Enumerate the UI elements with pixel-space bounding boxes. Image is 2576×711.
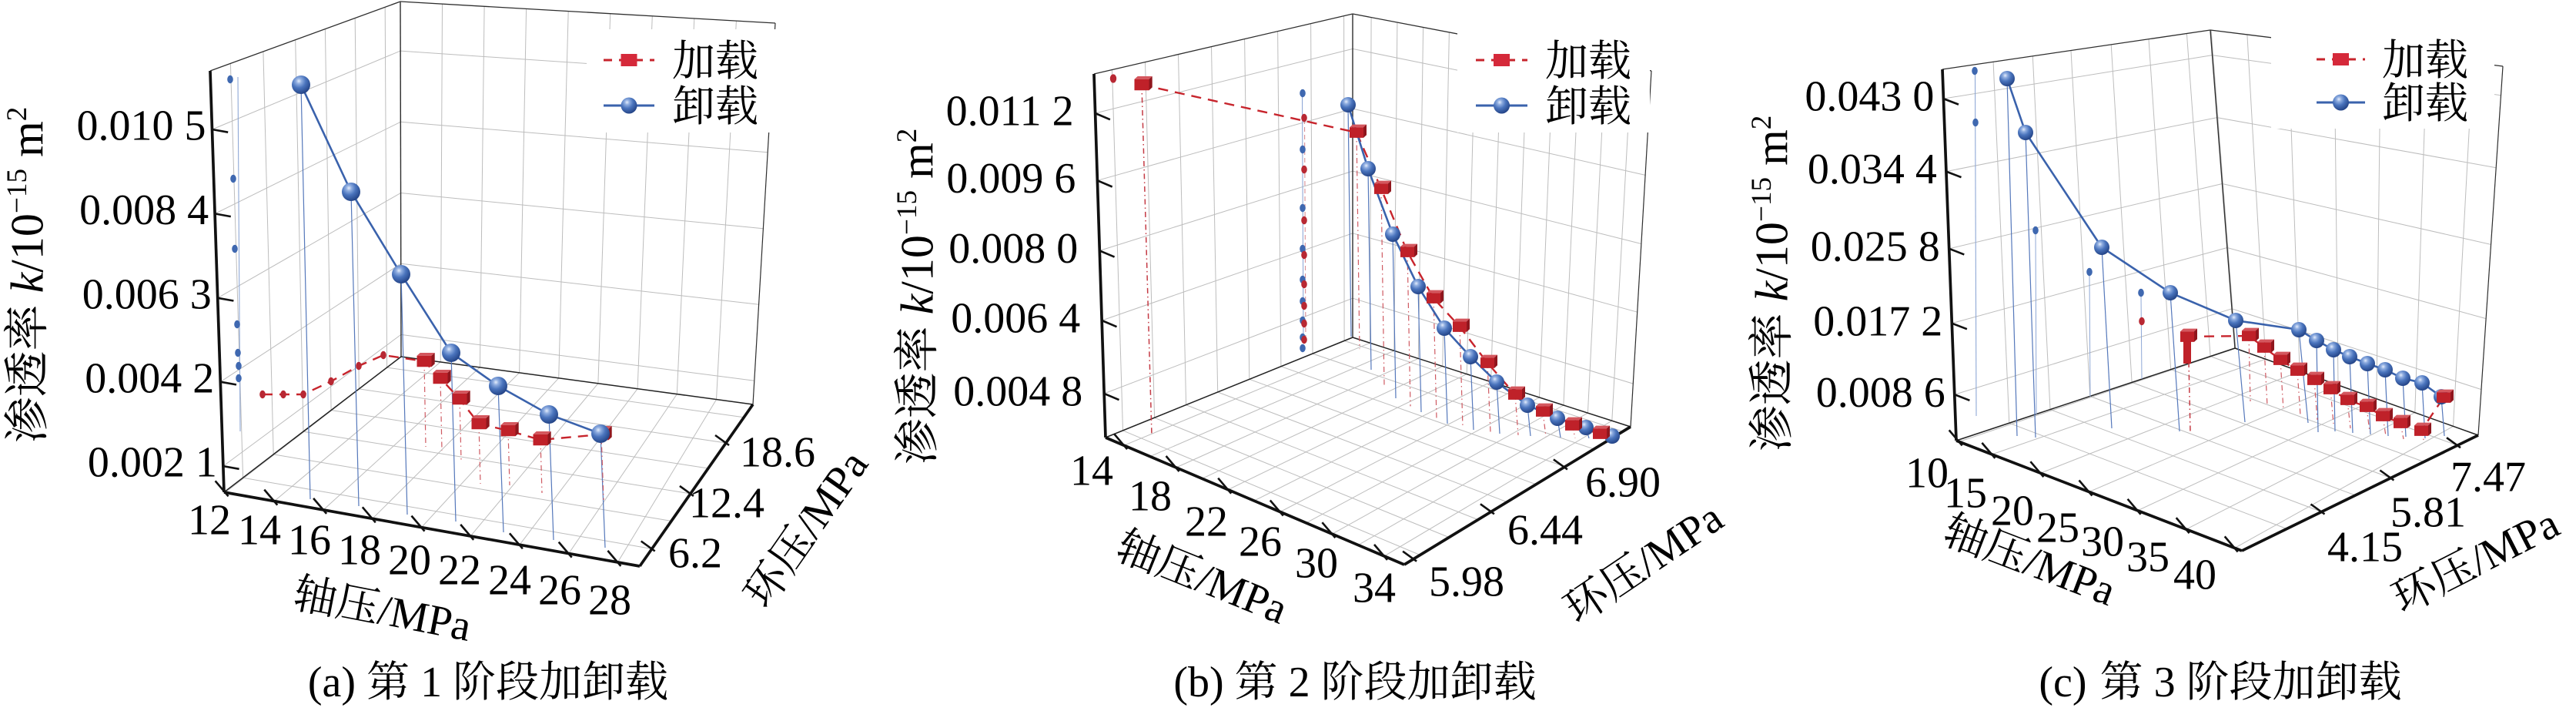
svg-text:4.15: 4.15 [2327,524,2403,572]
svg-text:7.47: 7.47 [2451,454,2526,501]
svg-text:(b): (b) [1173,659,1234,706]
svg-text:1: 1 [410,659,453,706]
svg-text:m: m [1747,129,1798,177]
svg-text:0.034 4: 0.034 4 [1808,146,1937,193]
svg-text:2: 2 [2,107,33,122]
svg-text:−15: −15 [892,190,923,235]
svg-text:18: 18 [1129,473,1172,521]
svg-text:18.6: 18.6 [740,429,815,477]
svg-text:m: m [2,121,53,169]
svg-text:k: k [2,271,53,293]
svg-text:0.002 1: 0.002 1 [88,439,217,487]
svg-text:0.008 0: 0.008 0 [948,225,1078,273]
svg-text:22: 22 [438,547,481,595]
svg-text:0.008 4: 0.008 4 [79,186,209,234]
svg-text:0.011 2: 0.011 2 [946,88,1074,136]
svg-text:6.90: 6.90 [1585,459,1661,507]
svg-text:0.043 0: 0.043 0 [1805,73,1934,121]
svg-text:16: 16 [288,517,331,565]
svg-text:0.006 3: 0.006 3 [82,270,212,318]
svg-text:6.2: 6.2 [668,530,722,578]
svg-text:/10: /10 [2,213,53,273]
svg-text:2: 2 [1278,659,1321,706]
svg-text:/10: /10 [892,235,943,294]
svg-text:14: 14 [1070,448,1113,495]
svg-text:m: m [892,143,943,190]
svg-text:0.010 5: 0.010 5 [77,102,206,150]
svg-text:22: 22 [1185,498,1228,546]
svg-text:0.025 8: 0.025 8 [1811,223,1940,270]
svg-text:0.008 6: 0.008 6 [1816,369,1945,417]
svg-text:30: 30 [1295,540,1338,588]
svg-text:12.4: 12.4 [689,480,764,528]
svg-text:18: 18 [338,527,381,575]
svg-text:5.98: 5.98 [1429,558,1504,606]
svg-text:14: 14 [238,507,281,555]
svg-text:40: 40 [2173,552,2216,599]
svg-text:k: k [1747,280,1798,301]
svg-text:−15: −15 [2,169,33,213]
svg-text:(a): (a) [308,659,366,706]
svg-text:35: 35 [2126,534,2170,582]
svg-text:20: 20 [388,537,431,585]
svg-text:0.009 6: 0.009 6 [946,155,1076,203]
svg-text:3: 3 [2143,659,2186,706]
svg-text:20: 20 [1991,488,2034,535]
svg-text:6.44: 6.44 [1507,507,1583,555]
svg-text:(c): (c) [2039,659,2097,706]
svg-text:34: 34 [1353,565,1396,612]
svg-text:5.81: 5.81 [2390,489,2466,537]
svg-text:28: 28 [588,577,631,625]
svg-text:0.006 4: 0.006 4 [951,295,1080,343]
svg-text:12: 12 [188,497,231,545]
svg-text:15: 15 [1944,470,1987,518]
svg-text:k: k [892,293,943,314]
svg-text:24: 24 [488,557,531,605]
svg-text:0.004 8: 0.004 8 [953,368,1082,416]
svg-text:2: 2 [1746,116,1778,130]
svg-text:−15: −15 [1746,177,1778,222]
svg-text:/10: /10 [1747,222,1798,281]
svg-text:26: 26 [1239,518,1282,566]
svg-text:26: 26 [538,567,581,615]
svg-text:10: 10 [1905,450,1949,498]
svg-text:25: 25 [2036,505,2079,552]
svg-text:2: 2 [892,129,923,143]
svg-text:0.004 2: 0.004 2 [85,354,214,402]
svg-text:30: 30 [2081,518,2124,566]
svg-text:0.017 2: 0.017 2 [1813,297,1942,345]
